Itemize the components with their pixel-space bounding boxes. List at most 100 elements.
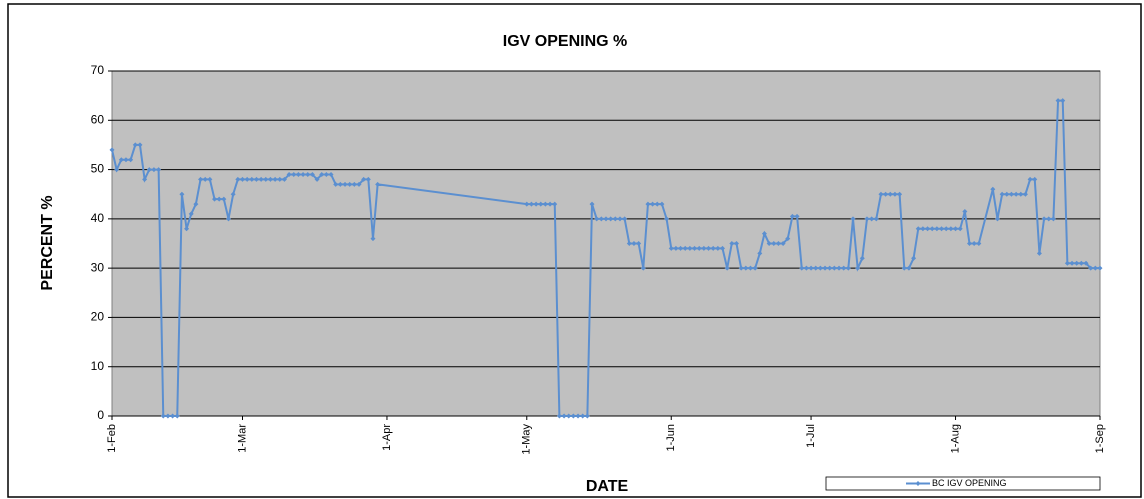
data-point [920, 226, 926, 232]
data-point [1055, 98, 1061, 104]
x-tick-label: 1-Sep [1094, 424, 1106, 453]
data-point [957, 226, 963, 232]
data-point [566, 413, 572, 419]
data-point [552, 201, 558, 207]
x-tick-label: 1-Aug [949, 424, 961, 453]
data-point [580, 413, 586, 419]
data-point [831, 265, 837, 271]
y-tick-label: 60 [91, 112, 105, 126]
data-point [752, 265, 758, 271]
data-point [249, 176, 255, 182]
data-point [729, 241, 735, 246]
data-point [994, 216, 1000, 222]
chart-title: IGV OPENING % [503, 33, 627, 50]
data-point [747, 265, 753, 271]
data-point [929, 226, 935, 232]
data-point [305, 172, 311, 177]
data-point [1064, 260, 1070, 266]
x-tick-label: 1-Jul [805, 424, 817, 448]
data-point [869, 216, 875, 222]
data-point [650, 201, 656, 207]
data-point [598, 216, 604, 222]
data-point [132, 142, 138, 148]
data-point [612, 216, 618, 222]
data-point [654, 201, 660, 207]
data-point [911, 255, 917, 261]
y-tick-label: 30 [91, 260, 105, 274]
data-point [864, 216, 870, 222]
data-point [962, 208, 968, 214]
data-point [761, 231, 767, 237]
data-point [277, 176, 283, 182]
y-tick-label: 70 [91, 63, 105, 77]
data-point [948, 226, 954, 232]
data-point [244, 176, 250, 182]
data-point [286, 172, 292, 177]
data-point [827, 265, 833, 271]
data-point [570, 413, 576, 419]
plot-area [111, 70, 1101, 417]
data-point [184, 226, 190, 232]
data-point [603, 216, 609, 222]
data-point [263, 176, 269, 182]
data-point [808, 265, 814, 271]
data-point [794, 213, 800, 219]
data-point [780, 241, 786, 246]
data-point [766, 241, 772, 246]
data-point [528, 201, 534, 207]
data-point [291, 172, 297, 177]
data-point [342, 181, 348, 187]
data-point [1004, 191, 1010, 197]
data-point [915, 226, 921, 232]
data-point [799, 265, 805, 271]
data-point [789, 213, 795, 219]
data-point [584, 413, 590, 419]
data-point [361, 176, 367, 182]
y-tick-label: 40 [91, 211, 105, 225]
data-point [193, 201, 199, 207]
data-point [939, 226, 945, 232]
data-point [626, 241, 632, 246]
data-point [822, 265, 828, 271]
data-point [370, 236, 376, 242]
data-point [859, 255, 865, 261]
y-tick-label: 0 [97, 408, 104, 422]
data-point [542, 201, 548, 207]
data-point [319, 172, 325, 177]
data-point [906, 265, 912, 271]
data-point [631, 241, 637, 246]
data-point [897, 191, 903, 197]
data-point [328, 172, 334, 177]
data-point [850, 216, 856, 222]
data-point [160, 413, 166, 419]
data-point [1022, 191, 1028, 197]
data-point [692, 245, 698, 251]
data-point [878, 191, 884, 197]
data-point [668, 245, 674, 251]
data-point [1097, 265, 1103, 271]
data-point [682, 245, 688, 251]
data-point [300, 172, 306, 177]
data-point [253, 176, 259, 182]
data-point [943, 226, 949, 232]
data-point [775, 241, 781, 246]
data-point [817, 265, 823, 271]
data-point [323, 172, 329, 177]
data-point [855, 265, 861, 271]
data-point [347, 181, 353, 187]
data-point [258, 176, 264, 182]
data-point [356, 181, 362, 187]
data-point [678, 245, 684, 251]
data-point [538, 201, 544, 207]
data-point [216, 196, 222, 202]
data-point [239, 176, 245, 182]
y-tick-label: 20 [91, 310, 105, 324]
data-point [640, 265, 646, 271]
data-point [128, 157, 134, 163]
data-point [118, 157, 124, 163]
data-point [235, 176, 241, 182]
data-point [999, 191, 1005, 197]
data-point [314, 176, 320, 182]
data-point [281, 176, 287, 182]
data-point [971, 241, 977, 246]
